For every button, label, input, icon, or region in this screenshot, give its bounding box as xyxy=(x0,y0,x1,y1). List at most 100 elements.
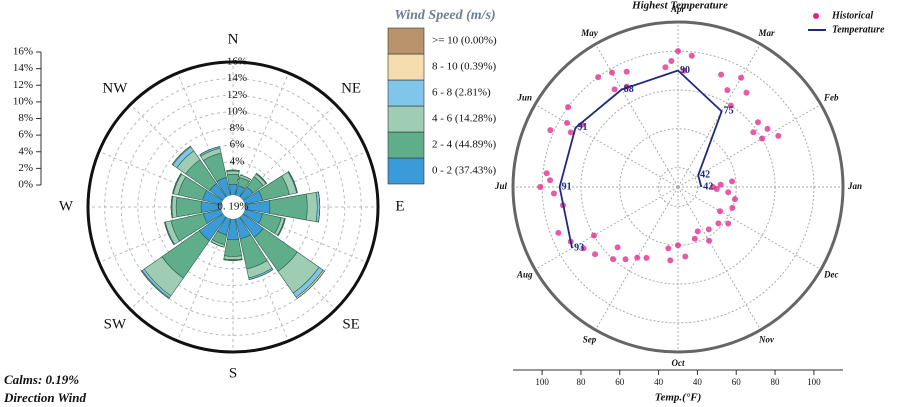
scatter-point xyxy=(681,67,688,74)
scatter-point xyxy=(595,74,602,81)
scatter-point xyxy=(634,254,641,261)
scatter-point xyxy=(622,256,629,263)
scatter-point xyxy=(727,102,734,109)
wind-sector xyxy=(226,173,240,185)
y-tick-label: 14% xyxy=(13,62,33,74)
direction-label: S xyxy=(229,365,237,381)
scatter-point xyxy=(729,178,736,185)
scatter-point xyxy=(759,135,766,142)
r-tick-label: 8% xyxy=(230,122,245,134)
scatter-point xyxy=(609,69,615,76)
scatter-point xyxy=(662,64,669,71)
x-tick-label: 80 xyxy=(576,377,586,387)
chart-title: Highest Temperature xyxy=(631,0,728,12)
wind-sector xyxy=(248,269,274,280)
x-tick-label: 40 xyxy=(693,377,703,387)
x-tick-label: 60 xyxy=(732,377,742,387)
month-label: Jul xyxy=(494,181,508,191)
scatter-point xyxy=(764,125,771,132)
wind-sector xyxy=(240,174,251,180)
scatter-point xyxy=(590,232,597,239)
scatter-point xyxy=(614,244,621,251)
r-tick-label: 14% xyxy=(227,72,247,84)
direction-label: N xyxy=(228,31,239,47)
wind-sector xyxy=(175,196,202,218)
scatter-point xyxy=(665,245,672,252)
month-label: Aug xyxy=(516,270,533,280)
rose-caption: Direction Wind xyxy=(3,390,86,405)
legend-label: 4 - 6 (14.28%) xyxy=(432,113,496,125)
r-tick-label: 10% xyxy=(227,105,247,117)
scatter-point xyxy=(592,251,599,258)
spoke xyxy=(595,186,679,331)
scatter-point xyxy=(775,132,782,139)
wind-sector xyxy=(223,259,243,261)
scatter-point xyxy=(705,226,712,233)
scatter-point xyxy=(667,257,674,264)
direction-label: SE xyxy=(342,317,360,333)
r-tick-label: 12% xyxy=(227,89,247,101)
scatter-point xyxy=(611,86,618,93)
legend-swatch xyxy=(387,79,425,107)
grid-circle xyxy=(580,89,776,285)
grid-circle xyxy=(104,78,362,336)
scatter-point xyxy=(743,89,750,96)
scatter-point xyxy=(713,186,720,193)
spoke xyxy=(677,104,822,188)
data-label: 93 xyxy=(574,242,584,253)
scatter-point xyxy=(565,104,572,111)
legend-title: Wind Speed (m/s) xyxy=(394,8,495,23)
scatter-point xyxy=(738,74,745,81)
month-label: May xyxy=(580,28,599,38)
scatter-point xyxy=(717,208,724,215)
legend-swatch xyxy=(387,27,425,55)
wind-sector xyxy=(164,222,175,245)
direction-label: SW xyxy=(104,317,127,333)
wind-sector xyxy=(226,170,240,176)
wind-sector xyxy=(171,145,191,165)
x-tick-label: 60 xyxy=(615,377,625,387)
scatter-point xyxy=(537,184,544,190)
data-label: 75 xyxy=(724,106,734,117)
data-label: 88 xyxy=(624,84,634,95)
y-tick-label: 0% xyxy=(18,179,33,191)
wind-sector xyxy=(305,191,318,223)
scatter-point xyxy=(717,181,724,188)
scatter-point xyxy=(750,129,757,136)
outer-circle xyxy=(86,60,380,354)
y-tick-label: 6% xyxy=(18,129,33,141)
scatter-point xyxy=(564,119,571,126)
scatter-point xyxy=(729,204,736,211)
scatter-point xyxy=(623,68,630,75)
grid-circle xyxy=(658,167,698,207)
scatter-point xyxy=(691,235,698,242)
wind-sector xyxy=(318,191,321,223)
y-tick-label: 10% xyxy=(13,95,33,107)
spoke xyxy=(677,43,761,188)
scatter-point xyxy=(715,220,722,227)
r-tick-label: 16% xyxy=(227,56,247,68)
scatter-point xyxy=(643,254,650,261)
direction-label: NE xyxy=(341,80,361,96)
calms-label: Calms: 0.19% xyxy=(4,372,79,387)
y-tick-label: 2% xyxy=(18,162,33,174)
month-label: Dec xyxy=(823,270,839,280)
scatter-point xyxy=(754,119,761,126)
scatter-point xyxy=(682,253,689,260)
direction-label: NW xyxy=(102,80,128,96)
center-hole xyxy=(221,195,245,219)
scatter-point xyxy=(550,190,557,197)
scatter-point xyxy=(724,87,731,94)
data-label: 90 xyxy=(680,65,690,76)
legend-label: 2 - 4 (44.89%) xyxy=(432,139,496,151)
legend-swatch xyxy=(387,105,425,133)
scatter-point xyxy=(610,256,617,263)
temperature-line xyxy=(558,69,723,249)
month-label: Nov xyxy=(758,334,775,344)
legend-label: 8 - 10 (0.39%) xyxy=(432,61,496,73)
r-tick-label: 4% xyxy=(230,155,245,167)
scatter-point xyxy=(688,52,695,59)
legend-label: Historical xyxy=(831,10,873,21)
